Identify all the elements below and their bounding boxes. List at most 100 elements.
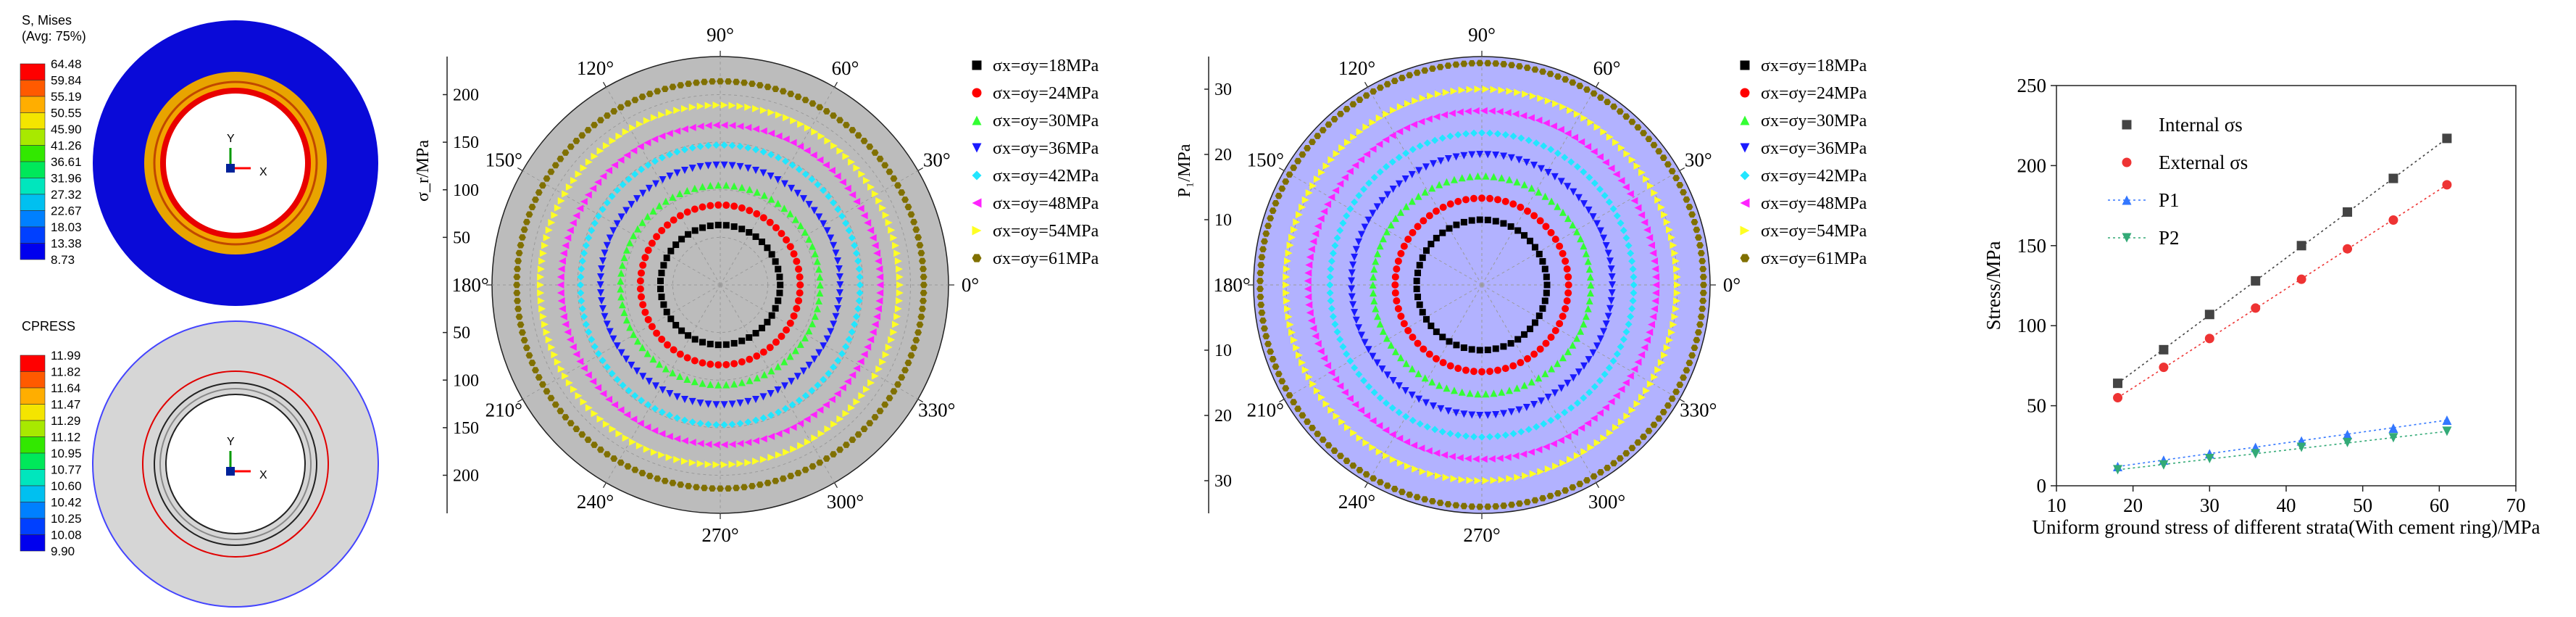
polar-data-point: [1676, 381, 1684, 389]
polar-data-point: [1523, 65, 1531, 71]
polar-data-point: [599, 173, 607, 181]
polar-data-point: [1485, 129, 1493, 137]
polar-data-point: [1439, 229, 1446, 236]
polar-data-point: [736, 419, 744, 427]
polar-data-point: [1587, 281, 1595, 289]
cpress-contact-ring-outer: [142, 370, 329, 558]
polar-data-point: [1476, 59, 1484, 67]
polar-data-point: [617, 459, 625, 466]
polar-data-point: [1593, 123, 1601, 131]
polar-data-point: [796, 340, 804, 348]
polar-data-point: [1293, 218, 1301, 226]
polar-data-point: [543, 175, 551, 182]
polar-data-point: [746, 355, 754, 363]
polar-data-point: [774, 363, 782, 370]
polar-data-point: [1697, 249, 1705, 257]
polar-data-point: [736, 399, 744, 407]
polar-data-point: [1272, 363, 1280, 370]
mises-legend-title: S, Mises: [22, 13, 72, 28]
polar-data-point: [1327, 297, 1335, 305]
polar-data-point: [1446, 338, 1453, 345]
polar-data-point: [867, 336, 875, 344]
polar-data-point: [629, 124, 637, 132]
polar-data-point: [566, 336, 574, 344]
polar-data-point: [1312, 332, 1320, 340]
polar-data-point: [778, 230, 785, 238]
scatter-data-point: [2388, 173, 2398, 183]
polar-data-point: [1470, 194, 1477, 202]
polar-data-point: [738, 337, 746, 344]
legend-marker: [972, 170, 982, 181]
polar-data-point: [1484, 347, 1491, 354]
polar-data-point: [1305, 189, 1313, 197]
polar-data-point: [1606, 133, 1614, 141]
polar-data-point: [714, 361, 722, 369]
polar-data-point: [1672, 305, 1680, 312]
polar-data-point: [704, 440, 712, 448]
polar-data-point: [1355, 324, 1363, 332]
polar-data-point: [1630, 273, 1638, 281]
polar-data-point: [858, 170, 866, 178]
polar-data-point: [1439, 203, 1447, 211]
polar-data-point: [811, 128, 819, 136]
polar-data-point: [1527, 378, 1535, 386]
polar-data-point: [1267, 215, 1275, 222]
polar-data-point: [822, 455, 830, 462]
color-bar-band: [20, 485, 46, 502]
polar-data-point: [814, 181, 822, 189]
polar-data-point: [1634, 204, 1642, 212]
polar-data-point: [652, 382, 660, 390]
polar-data-point: [1326, 273, 1334, 281]
polar-data-point: [1361, 223, 1369, 231]
polar-data-point: [920, 265, 928, 273]
polar-data-point: [1509, 200, 1517, 208]
polar-data-point: [1628, 305, 1636, 312]
polar-data-point: [1623, 150, 1631, 158]
polar-data-point: [517, 321, 525, 328]
legend-marker: [972, 115, 982, 125]
polar-data-point: [720, 421, 728, 428]
polar-data-point: [853, 398, 861, 406]
polar-data-point: [774, 199, 782, 207]
polar-data-point: [1652, 289, 1660, 297]
polar-data-point: [1448, 109, 1456, 117]
polar-data-point: [1320, 207, 1328, 215]
polar-data-point: [1370, 475, 1377, 482]
polar-data-point: [808, 175, 816, 183]
polar-data-point: [1590, 90, 1598, 97]
polar-data-point: [1490, 476, 1498, 484]
mises-tick-labels: 64.4859.8455.1950.5545.9041.2636.6131.96…: [51, 57, 82, 267]
polar-data-point: [1414, 294, 1422, 301]
polar-data-point: [1582, 312, 1590, 320]
scatter-data-point: [2343, 437, 2353, 447]
polar-data-point: [1659, 409, 1667, 415]
polar-data-point: [1327, 368, 1335, 376]
polar-data-point: [692, 79, 700, 86]
polar-data-point: [1398, 489, 1406, 495]
polar-data-point: [1557, 178, 1565, 186]
polar-data-point: [804, 124, 812, 132]
polar-data-point: [1398, 75, 1406, 81]
polar-data-point: [1488, 455, 1496, 463]
polar-data-point: [1400, 320, 1408, 328]
polar-data-point: [1285, 171, 1293, 178]
polar-data-point: [1393, 265, 1401, 273]
polar-data-point: [641, 308, 649, 316]
polar-data-point: [849, 371, 856, 379]
polar-data-point: [904, 204, 912, 210]
polar-data-point: [828, 395, 835, 403]
polar-data-point: [1336, 180, 1344, 188]
polar-data-point: [722, 222, 730, 229]
polar-data-point: [630, 415, 638, 423]
polar-data-point: [1282, 178, 1290, 185]
polar-data-point: [658, 227, 666, 235]
polar-data-point: [1365, 179, 1373, 187]
polar-data-point: [1564, 347, 1572, 355]
polar-data-point: [1551, 389, 1559, 397]
polar-data-point: [836, 415, 844, 423]
polar-data-point: [1256, 294, 1264, 300]
polar-data-point: [636, 285, 644, 293]
polar-data-point: [797, 442, 805, 450]
polar-data-point: [1369, 118, 1377, 126]
scatter-data-point: [2343, 244, 2353, 254]
